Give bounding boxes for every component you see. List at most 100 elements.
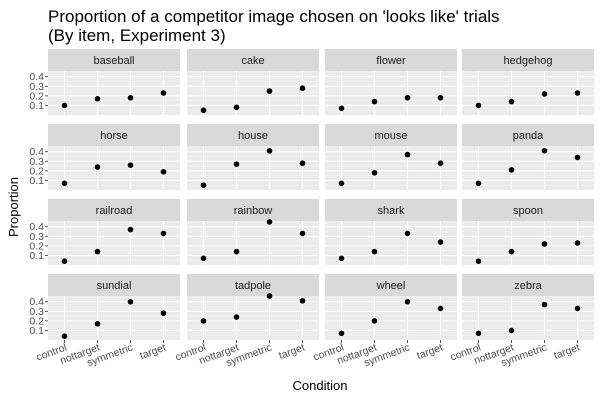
y-tick-label: 0.3 xyxy=(29,306,44,318)
facet-strip xyxy=(325,49,457,71)
data-point-wheel-symmetric xyxy=(404,298,411,305)
data-point-cake-symmetric xyxy=(266,88,273,94)
x-tick-label: target xyxy=(415,342,444,362)
data-point-house-nottarget xyxy=(233,161,240,167)
panel-background xyxy=(187,71,319,115)
panel-background xyxy=(325,146,457,190)
facet-strip-label: house xyxy=(238,130,268,142)
data-point-panda-target xyxy=(574,154,581,161)
facet-strip-label: baseball xyxy=(94,55,135,67)
facet-panel-spoon: spoon xyxy=(462,199,594,265)
panel-background xyxy=(462,221,594,265)
data-point-spoon-control xyxy=(475,258,482,264)
y-tick-label: 0.2 xyxy=(29,240,44,252)
data-point-house-symmetric xyxy=(266,147,273,154)
data-point-zebra-symmetric xyxy=(541,301,548,308)
data-point-horse-target xyxy=(160,169,167,175)
data-point-railroad-symmetric xyxy=(127,226,134,233)
data-point-mouse-symmetric xyxy=(404,151,411,158)
y-tick-label: 0.3 xyxy=(29,156,44,168)
y-tick-label: 0.1 xyxy=(29,175,44,187)
data-point-mouse-target xyxy=(437,160,444,167)
data-point-shark-target xyxy=(437,239,444,245)
data-point-hedgehog-symmetric xyxy=(541,91,548,97)
facet-strip xyxy=(48,274,180,296)
facet-strip-label: wheel xyxy=(376,280,406,292)
data-point-house-target xyxy=(299,160,306,167)
data-point-flower-control xyxy=(338,105,345,112)
facet-strip-label: mouse xyxy=(374,130,407,142)
data-point-spoon-nottarget xyxy=(508,248,515,255)
data-point-tadpole-target xyxy=(299,297,306,304)
data-point-house-control xyxy=(200,182,207,189)
data-point-hedgehog-target xyxy=(574,90,581,96)
panel-background xyxy=(325,71,457,115)
data-point-rainbow-control xyxy=(200,255,207,262)
facet-panel-horse: horse 0.10.20.30.4 xyxy=(29,124,180,190)
panel-background xyxy=(48,71,180,115)
data-point-sundial-nottarget xyxy=(94,320,101,327)
facet-panel-sundial: sundial0.10.20.30.4controlnottargetsymme… xyxy=(29,274,180,369)
panel-background xyxy=(187,221,319,265)
facet-strip-label: flower xyxy=(376,55,406,67)
chart-title-line-1: Proportion of a competitor image chosen … xyxy=(48,7,500,26)
facet-strip-label: hedgehog xyxy=(504,55,553,67)
data-point-horse-symmetric xyxy=(127,162,134,168)
panel-background xyxy=(48,146,180,190)
panel-background xyxy=(48,221,180,265)
y-tick-label: 0.1 xyxy=(29,100,44,112)
data-point-spoon-target xyxy=(574,240,581,246)
facet-strip xyxy=(462,199,594,221)
facet-strip-label: railroad xyxy=(96,205,133,217)
data-point-sundial-control xyxy=(61,333,68,339)
y-tick-label: 0.1 xyxy=(29,325,44,337)
facet-strip-label: horse xyxy=(100,130,128,142)
panel-background xyxy=(325,221,457,265)
data-point-cake-control xyxy=(200,107,207,114)
data-point-baseball-control xyxy=(61,102,68,109)
chart-title-line-2: (By item, Experiment 3) xyxy=(48,26,226,45)
y-tick-label: 0.2 xyxy=(29,90,44,102)
data-point-mouse-control xyxy=(338,180,345,187)
panel-background xyxy=(187,296,319,340)
y-tick-label: 0.1 xyxy=(29,250,44,262)
data-point-zebra-target xyxy=(574,305,581,312)
data-point-baseball-nottarget xyxy=(94,95,101,102)
data-point-shark-control xyxy=(338,255,345,262)
facet-panel-mouse: mouse xyxy=(325,124,457,190)
data-point-wheel-control xyxy=(338,330,345,337)
y-tick-label: 0.4 xyxy=(29,221,44,233)
y-axis-title: Proportion xyxy=(6,177,21,237)
y-tick-label: 0.3 xyxy=(29,231,44,243)
facet-strip xyxy=(325,199,457,221)
facet-panel-hedgehog: hedgehog xyxy=(462,49,594,115)
data-point-panda-symmetric xyxy=(541,147,548,154)
data-point-hedgehog-nottarget xyxy=(508,98,515,105)
y-tick-label: 0.4 xyxy=(29,146,44,158)
facet-strip-label: shark xyxy=(378,205,405,217)
data-point-baseball-target xyxy=(160,90,167,96)
facet-strip-label: zebra xyxy=(514,280,542,292)
data-point-tadpole-control xyxy=(200,318,207,324)
facet-strip xyxy=(48,124,180,146)
data-point-rainbow-nottarget xyxy=(233,248,240,255)
data-point-railroad-nottarget xyxy=(94,248,101,255)
facet-strip xyxy=(187,274,319,296)
facet-panel-rainbow: rainbow xyxy=(187,199,319,265)
data-point-flower-target xyxy=(437,94,444,101)
facet-panel-flower: flower xyxy=(325,49,457,115)
panel-background xyxy=(462,146,594,190)
facet-strip-label: rainbow xyxy=(234,205,273,217)
facet-strip xyxy=(48,49,180,71)
facet-strip xyxy=(462,124,594,146)
data-point-wheel-target xyxy=(437,305,444,312)
data-point-shark-symmetric xyxy=(404,230,411,237)
facet-strip xyxy=(325,274,457,296)
data-point-spoon-symmetric xyxy=(541,241,548,247)
facet-panel-house: house xyxy=(187,124,319,190)
facet-panel-shark: shark xyxy=(325,199,457,265)
x-axis-title: Condition xyxy=(293,378,348,393)
facet-strip-label: spoon xyxy=(513,205,543,217)
